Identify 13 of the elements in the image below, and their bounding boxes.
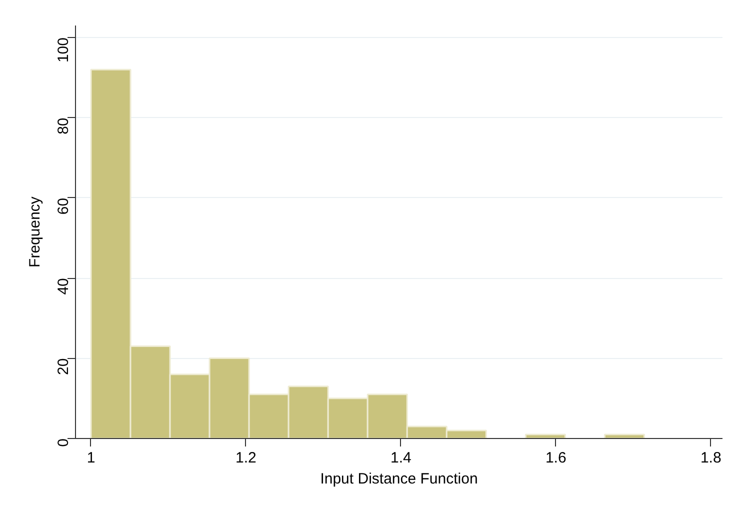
y-axis-title: Frequency — [26, 196, 44, 268]
y-tick-label: 100 — [55, 38, 72, 63]
x-axis-title: Input Distance Function — [320, 470, 478, 488]
x-tick-label: 1.4 — [390, 450, 412, 466]
y-tick-label: 60 — [55, 198, 72, 215]
x-tick-label: 1.8 — [700, 450, 722, 466]
y-tick-label: 40 — [55, 278, 72, 295]
y-tick-label: 80 — [55, 118, 72, 134]
y-tick-label: 20 — [55, 358, 72, 375]
x-tick-label: 1.6 — [545, 450, 566, 466]
x-tick-label: 1 — [86, 450, 96, 466]
x-tick-label: 1.2 — [236, 450, 256, 466]
y-tick-label: 0 — [55, 438, 72, 447]
